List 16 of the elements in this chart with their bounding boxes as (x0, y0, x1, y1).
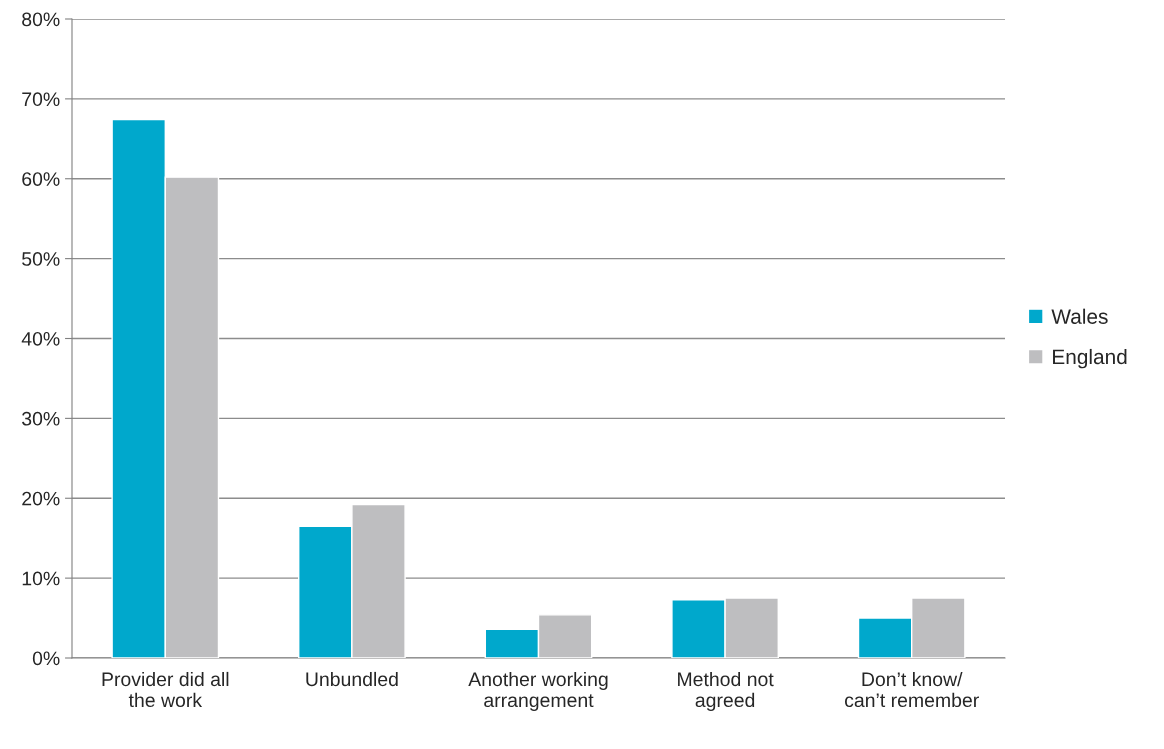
y-tick-label: 60% (22, 172, 60, 186)
legend-label: England (1053, 348, 1127, 369)
x-tick-label: Unbundled (306, 671, 398, 687)
legend-label: Wales (1051, 308, 1108, 324)
x-tick-label: Provider did all the work (102, 671, 229, 708)
y-tick-label: 70% (22, 92, 60, 107)
y-tick-label: 80% (22, 12, 60, 27)
y-tick-label: 10% (22, 571, 60, 586)
x-tick-label: Method not agreed (678, 671, 774, 711)
y-tick-label: 30% (22, 411, 60, 426)
x-tick-label: Don’t know/ can’t remember (844, 671, 979, 708)
y-tick-label: 20% (22, 491, 60, 506)
y-tick-label: 50% (22, 252, 60, 266)
x-tick-label: Another working arrangement (468, 671, 608, 711)
y-tick-label: 40% (21, 331, 60, 346)
y-tick-label: 0% (32, 651, 60, 666)
